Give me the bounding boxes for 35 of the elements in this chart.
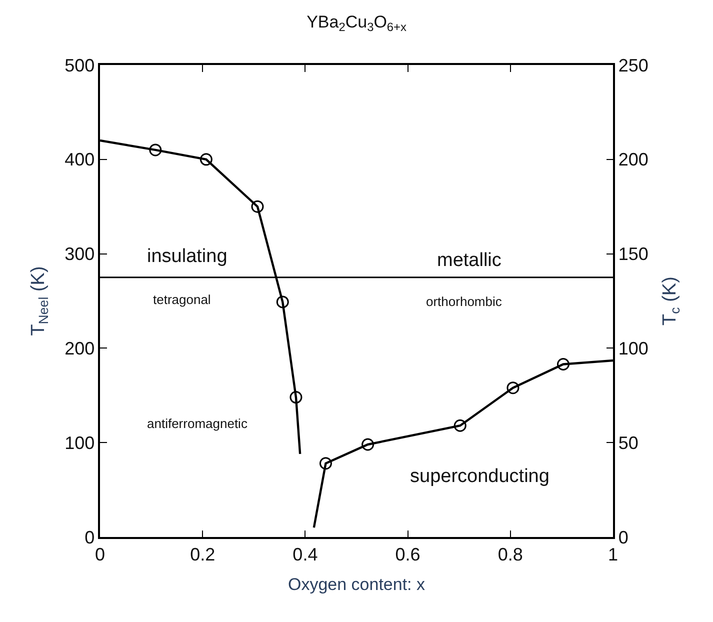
y-tick-label: 300 [64,244,95,264]
y2-tick-label: 0 [618,527,628,548]
point [149,144,162,156]
point [319,457,332,470]
annotation: superconducting [410,466,550,487]
point [454,419,466,432]
point [556,358,570,370]
y2-tick-label: 250 [618,55,648,76]
point [200,153,212,166]
x-tick-label: 0.2 [190,544,216,564]
annotation: orthorhombic [426,294,502,309]
x-tick-label: 0.6 [395,544,420,564]
annotation: tetragonal [153,292,211,307]
x-tick-label: 1 [608,544,618,564]
y-tick-label: 100 [64,432,95,453]
point [362,438,374,451]
x-tick-label: 0.4 [292,544,318,564]
point [290,391,302,404]
y2-tick-label: 150 [618,244,648,264]
y-tick-label: 0 [84,527,95,548]
y2-tick-label: 100 [618,338,648,358]
y-tick-label: 200 [64,338,95,358]
y2-tick-label: 50 [618,432,638,453]
x-axis-title: Oxygen content: x [288,575,426,594]
annotation: metallic [437,250,502,271]
point [251,200,264,213]
annotation: insulating [147,246,228,267]
y2-tick-label: 200 [618,150,648,170]
y-tick-label: 400 [64,150,95,170]
x-tick-label: 0.8 [498,544,523,564]
chart-title: YBa$_{2}$Cu$_{3}$O$_{6+x}$ [306,12,406,34]
y-tick-label: 500 [64,55,95,76]
point [276,296,289,308]
annotation: antiferromagnetic [147,416,248,431]
point [506,382,520,394]
